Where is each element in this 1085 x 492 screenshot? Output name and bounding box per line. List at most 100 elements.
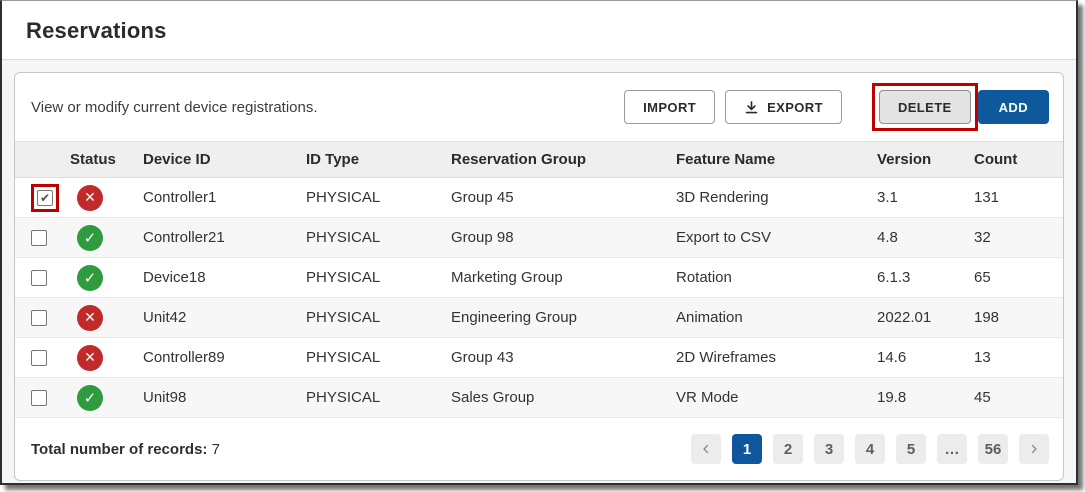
- reservation-group-cell: Sales Group: [438, 389, 663, 406]
- checkbox-cell: [15, 350, 57, 366]
- table-row: Device18 PHYSICAL Marketing Group Rotati…: [15, 258, 1063, 298]
- total-records-value: 7: [212, 441, 220, 458]
- version-cell: 14.6: [864, 349, 961, 366]
- version-cell: 4.8: [864, 229, 961, 246]
- error-status-icon: [77, 185, 103, 211]
- total-records: Total number of records: 7: [31, 441, 220, 458]
- delete-button[interactable]: DELETE: [879, 90, 971, 124]
- row-checkbox[interactable]: [31, 270, 47, 286]
- version-cell: 2022.01: [864, 309, 961, 326]
- page-title: Reservations: [26, 18, 1052, 44]
- feature-name-cell: Export to CSV: [663, 229, 864, 246]
- reservation-group-cell: Group 45: [438, 189, 663, 206]
- table-row: Unit98 PHYSICAL Sales Group VR Mode 19.8…: [15, 378, 1063, 418]
- version-cell: 19.8: [864, 389, 961, 406]
- status-cell: [57, 305, 130, 331]
- page-button-4[interactable]: 4: [855, 434, 885, 464]
- reservation-group-cell: Group 43: [438, 349, 663, 366]
- feature-name-cell: 2D Wireframes: [663, 349, 864, 366]
- column-header-id-type: ID Type: [293, 151, 438, 168]
- table-row: Controller89 PHYSICAL Group 43 2D Wirefr…: [15, 338, 1063, 378]
- chevron-right-icon: [1028, 443, 1040, 455]
- reservations-card: View or modify current device registrati…: [14, 72, 1064, 481]
- download-icon: [744, 100, 759, 115]
- id-type-cell: PHYSICAL: [293, 389, 438, 406]
- version-cell: 3.1: [864, 189, 961, 206]
- import-button[interactable]: IMPORT: [624, 90, 715, 124]
- toolbar-description: View or modify current device registrati…: [31, 99, 624, 116]
- count-cell: 198: [961, 309, 1063, 326]
- export-button[interactable]: EXPORT: [725, 90, 842, 124]
- table-body: Controller1 PHYSICAL Group 45 3D Renderi…: [15, 178, 1063, 418]
- feature-name-cell: Rotation: [663, 269, 864, 286]
- column-header-status: Status: [57, 151, 130, 168]
- export-button-label: EXPORT: [767, 100, 823, 115]
- page-button-2[interactable]: 2: [773, 434, 803, 464]
- device-id-cell: Device18: [130, 269, 293, 286]
- status-cell: [57, 385, 130, 411]
- column-header-count: Count: [961, 151, 1063, 168]
- row-checkbox[interactable]: [37, 190, 53, 206]
- device-id-cell: Controller89: [130, 349, 293, 366]
- checkbox-cell: [15, 270, 57, 286]
- reservation-group-cell: Group 98: [438, 229, 663, 246]
- table-row: Controller21 PHYSICAL Group 98 Export to…: [15, 218, 1063, 258]
- status-cell: [57, 265, 130, 291]
- status-cell: [57, 345, 130, 371]
- table-header-row: Status Device ID ID Type Reservation Gro…: [15, 141, 1063, 178]
- success-status-icon: [77, 385, 103, 411]
- count-cell: 131: [961, 189, 1063, 206]
- total-records-label: Total number of records:: [31, 441, 207, 458]
- toolbar: View or modify current device registrati…: [15, 73, 1063, 141]
- count-cell: 32: [961, 229, 1063, 246]
- success-status-icon: [77, 225, 103, 251]
- content-area: View or modify current device registrati…: [2, 60, 1076, 485]
- page-button-56[interactable]: 56: [978, 434, 1008, 464]
- next-page-button[interactable]: [1019, 434, 1049, 464]
- status-cell: [57, 225, 130, 251]
- checkbox-cell: [15, 184, 57, 212]
- card-footer: Total number of records: 7 1 2 3 4 5 …: [15, 418, 1063, 480]
- row-checkbox[interactable]: [31, 350, 47, 366]
- chevron-left-icon: [700, 443, 712, 455]
- column-header-device-id: Device ID: [130, 151, 293, 168]
- table-row: Controller1 PHYSICAL Group 45 3D Renderi…: [15, 178, 1063, 218]
- row-checkbox[interactable]: [31, 310, 47, 326]
- import-button-label: IMPORT: [643, 100, 696, 115]
- row-checkbox[interactable]: [31, 390, 47, 406]
- reservations-table: Status Device ID ID Type Reservation Gro…: [15, 141, 1063, 418]
- feature-name-cell: 3D Rendering: [663, 189, 864, 206]
- delete-button-label: DELETE: [898, 100, 952, 115]
- delete-highlight-annotation: DELETE: [872, 83, 978, 131]
- add-button[interactable]: ADD: [978, 90, 1049, 124]
- count-cell: 45: [961, 389, 1063, 406]
- page-button-3[interactable]: 3: [814, 434, 844, 464]
- device-id-cell: Controller21: [130, 229, 293, 246]
- app-window: Reservations View or modify current devi…: [0, 0, 1078, 485]
- status-cell: [57, 185, 130, 211]
- add-button-label: ADD: [999, 100, 1028, 115]
- page-header: Reservations: [2, 1, 1076, 60]
- reservation-group-cell: Engineering Group: [438, 309, 663, 326]
- id-type-cell: PHYSICAL: [293, 229, 438, 246]
- row-checkbox[interactable]: [31, 230, 47, 246]
- column-header-feature-name: Feature Name: [663, 151, 864, 168]
- checkbox-cell: [15, 310, 57, 326]
- id-type-cell: PHYSICAL: [293, 349, 438, 366]
- device-id-cell: Unit98: [130, 389, 293, 406]
- error-status-icon: [77, 345, 103, 371]
- page-ellipsis-button[interactable]: …: [937, 434, 967, 464]
- id-type-cell: PHYSICAL: [293, 269, 438, 286]
- page-button-5[interactable]: 5: [896, 434, 926, 464]
- previous-page-button[interactable]: [691, 434, 721, 464]
- table-row: Unit42 PHYSICAL Engineering Group Animat…: [15, 298, 1063, 338]
- success-status-icon: [77, 265, 103, 291]
- page-button-1[interactable]: 1: [732, 434, 762, 464]
- id-type-cell: PHYSICAL: [293, 189, 438, 206]
- column-header-reservation-group: Reservation Group: [438, 151, 663, 168]
- checkbox-cell: [15, 390, 57, 406]
- column-header-version: Version: [864, 151, 961, 168]
- checkbox-cell: [15, 230, 57, 246]
- error-status-icon: [77, 305, 103, 331]
- count-cell: 13: [961, 349, 1063, 366]
